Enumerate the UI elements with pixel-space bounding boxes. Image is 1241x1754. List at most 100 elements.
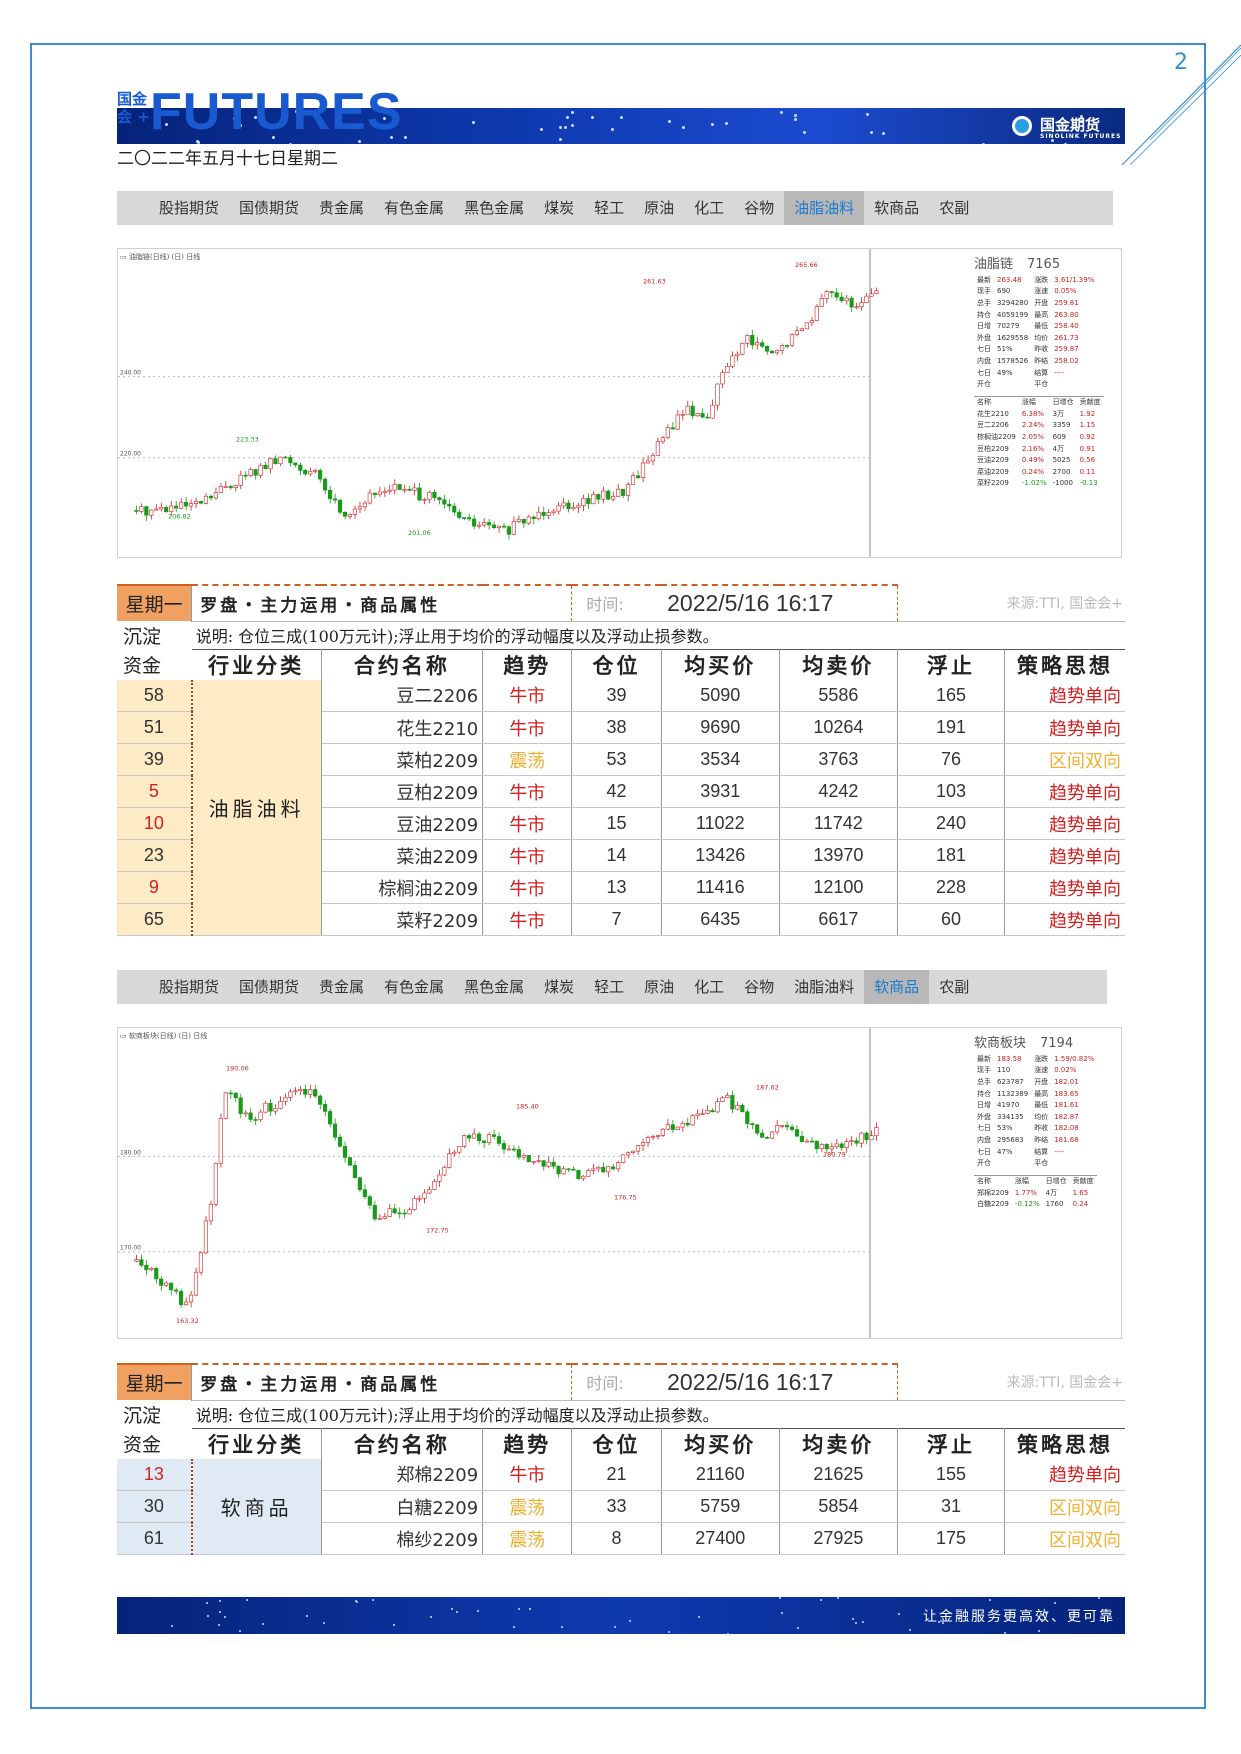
tab-7[interactable]: 原油 — [644, 978, 675, 996]
avg-sell-cell: 3763 — [779, 743, 899, 776]
candle-body — [700, 413, 705, 418]
avg-buy-cell: 13426 — [661, 839, 780, 872]
candle-body — [233, 485, 238, 488]
tab-0[interactable]: 股指期货 — [159, 199, 220, 217]
panel-cell: 181.68 — [1054, 1135, 1079, 1144]
candle-body — [154, 1268, 159, 1280]
tab-5[interactable]: 煤炭 — [544, 978, 575, 996]
banner-star — [224, 1616, 227, 1619]
logo-small: 国金 会 + — [117, 90, 150, 126]
panel-cell: 3.61/1.39% — [1054, 275, 1095, 284]
strategy-cell: 趋势单向 — [1004, 871, 1125, 904]
strategy-cell: 区间双向 — [1004, 1490, 1125, 1523]
candle-body — [273, 458, 278, 465]
avg-sell-cell: 11742 — [779, 807, 899, 840]
category-cell: 软商品 — [190, 1458, 322, 1555]
candle-body — [735, 1105, 740, 1110]
candle-body — [208, 1203, 213, 1222]
banner-star — [794, 118, 798, 122]
avg-sell-cell: 6617 — [779, 903, 899, 936]
tab-1[interactable]: 国债期货 — [239, 978, 300, 996]
quote-panel-1: 油脂链 7165 最新 263.48 涨跌 3.61/1.39% 现手 690 涨速 0.05% 总… — [974, 253, 1121, 489]
banner-star — [271, 135, 275, 139]
tab-0[interactable]: 股指期货 — [159, 978, 220, 996]
table-desc-row: 沉淀 说明: 仓位三成(100万元计);浮止用于均价的浮动幅度以及浮动止损参数。 — [117, 620, 1125, 649]
candle-body — [616, 488, 621, 497]
banner-star — [563, 126, 567, 130]
panel-cell: 183.65 — [1054, 1089, 1079, 1098]
tab-4[interactable]: 黑色金属 — [464, 978, 525, 996]
tab-8[interactable]: 化工 — [694, 199, 725, 217]
tab-4[interactable]: 黑色金属 — [464, 199, 525, 217]
tab-3[interactable]: 有色金属 — [384, 978, 445, 996]
panel-row: 最新 183.58 涨跌 1.59/0.82% — [974, 1053, 1097, 1065]
candle-body — [715, 1101, 720, 1113]
candle-body — [332, 498, 338, 501]
tab-10[interactable]: 油脂油料 — [794, 978, 855, 996]
tab-5[interactable]: 煤炭 — [544, 199, 575, 217]
tab-2[interactable]: 贵金属 — [319, 199, 365, 217]
panel-title: 油脂链 7165 — [974, 257, 1061, 272]
source-label: 来源:TTI, 国金会+ — [1006, 595, 1123, 612]
chart-annotation: 185.40 — [516, 1103, 539, 1111]
candle-body — [506, 526, 511, 535]
candle-body — [228, 1092, 233, 1095]
tab-2[interactable]: 贵金属 — [319, 978, 365, 996]
contract-name: 豆二2206 — [321, 679, 484, 712]
strategy-cell: 趋势单向 — [1004, 1458, 1125, 1491]
tab-11[interactable]: 软商品 — [874, 199, 920, 217]
tab-1[interactable]: 国债期货 — [239, 199, 300, 217]
candle-body — [437, 1174, 442, 1182]
contract-name: 郑棉2209 — [321, 1458, 484, 1491]
left-label: 沉淀 — [117, 621, 192, 649]
candle-body — [442, 1167, 447, 1176]
candle-body — [486, 1134, 492, 1143]
tab-11[interactable]: 软商品 — [864, 970, 930, 1004]
banner-star — [403, 136, 407, 140]
tab-12[interactable]: 农副 — [939, 978, 970, 996]
candle-body — [198, 500, 204, 504]
candle-body — [834, 1143, 839, 1147]
candle-body — [278, 1101, 283, 1109]
chart-oil-chain: ▭ 油脂链(日线) (日) 日线 240.00 220.00 261.63 265.6… — [117, 248, 1122, 558]
banner-star — [938, 1621, 941, 1624]
candle-body — [298, 1089, 303, 1092]
tab-10[interactable]: 油脂油料 — [784, 191, 865, 225]
banner-star — [354, 1600, 357, 1603]
candle-body — [849, 1140, 854, 1142]
tab-6[interactable]: 轻工 — [594, 199, 625, 217]
tab-6[interactable]: 轻工 — [594, 978, 625, 996]
table-title-row: 星期一 罗盘・主力运用・商品属性 时间: 2022/5/16 16:17 来源:TTI,… — [117, 1363, 1125, 1400]
strategy-cell: 趋势单向 — [1004, 807, 1125, 840]
panel-cell: 现手 — [977, 1066, 991, 1075]
candle-body — [705, 416, 710, 419]
panel-cell: 263.48 — [997, 275, 1022, 284]
candle-body — [347, 514, 353, 517]
banner-star — [513, 1625, 516, 1628]
banner-star — [246, 1599, 249, 1602]
tab-3[interactable]: 有色金属 — [384, 199, 445, 217]
candle-body — [506, 1148, 511, 1151]
tab-7[interactable]: 原油 — [644, 199, 675, 217]
tab-9[interactable]: 谷物 — [744, 978, 775, 996]
candle-body — [427, 491, 432, 500]
table-row: 58 油脂油料 豆二2206 牛市 39 5090 5586 165 趋势单向 — [117, 679, 1125, 936]
candle-body — [601, 1166, 606, 1173]
banner-star — [566, 116, 570, 120]
candle-body — [283, 1097, 288, 1102]
trend-cell: 牛市 — [482, 807, 573, 840]
tab-12[interactable]: 农副 — [939, 199, 970, 217]
tab-8[interactable]: 化工 — [694, 978, 725, 996]
panel-cell: 最新 — [977, 1054, 991, 1063]
panel-sub-row: 棕榈油2209 2.05% 609 0.92 — [974, 431, 1104, 443]
page-number: 2 — [1174, 50, 1188, 75]
tab-9[interactable]: 谷物 — [744, 199, 775, 217]
candle-body — [253, 1119, 258, 1121]
panel-cell: 0.92 — [1079, 433, 1096, 442]
banner-star — [558, 125, 562, 129]
avg-buy-cell: 6435 — [661, 903, 780, 936]
candle-body — [164, 1282, 169, 1286]
panel-cell: 1.65 — [1072, 1188, 1089, 1197]
chart-annotation: 206.82 — [168, 513, 191, 521]
strategy-cell: 趋势单向 — [1004, 679, 1125, 712]
